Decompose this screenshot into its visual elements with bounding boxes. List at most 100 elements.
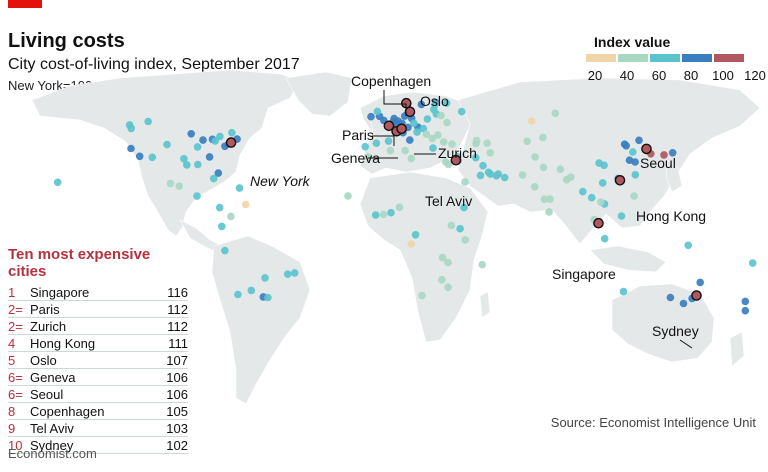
city-dot-115 xyxy=(630,192,638,200)
city-dot-copenhagen xyxy=(404,106,416,118)
city-dot-107 xyxy=(556,165,565,173)
city-dot-145 xyxy=(444,283,452,292)
city-dot-43 xyxy=(373,107,382,116)
city-dot-23 xyxy=(175,182,183,190)
label-new-york: New York xyxy=(250,173,311,189)
city-dot-82 xyxy=(527,117,536,125)
rank-number: 6= xyxy=(8,370,23,385)
city-dot-5 xyxy=(148,153,157,162)
city-dot-150 xyxy=(386,146,395,155)
city-dot-122 xyxy=(625,156,634,164)
rank-value: 116 xyxy=(167,285,188,300)
rank-city: Paris xyxy=(30,302,60,317)
accent-bar xyxy=(8,0,42,8)
city-dot-139 xyxy=(371,211,380,219)
city-dot-paris xyxy=(383,120,395,132)
city-dot-144 xyxy=(438,275,446,284)
city-dot-101 xyxy=(530,183,539,191)
rank-city: Sydney xyxy=(30,438,74,453)
city-dot-126 xyxy=(629,148,637,156)
city-dot-hong-kong xyxy=(614,174,626,186)
leader-paris xyxy=(372,135,395,146)
rank-value: 112 xyxy=(167,302,188,317)
rank-number: 8 xyxy=(8,404,16,419)
ranking-table: Ten most expensive cities 1 Singapore 116 2… xyxy=(8,246,188,454)
city-dot-new-york xyxy=(225,137,237,148)
city-dot-136 xyxy=(387,208,395,217)
legend-label-100: 100 xyxy=(712,68,734,83)
city-dot-74 xyxy=(442,99,451,107)
label-singapore: Singapore xyxy=(552,266,616,282)
city-dot-102 xyxy=(540,195,549,204)
leader-copenhagen xyxy=(383,90,407,116)
city-dot-148 xyxy=(478,260,487,269)
ranking-row: 2= Paris 112 xyxy=(8,301,188,318)
city-dot-46 xyxy=(361,142,370,151)
chart-title: Living costs xyxy=(8,30,125,52)
legend-swatch-4 xyxy=(714,54,744,62)
city-dot-22 xyxy=(144,117,152,126)
city-dot-34 xyxy=(290,269,299,277)
city-dot-31 xyxy=(218,222,226,231)
city-dot-29 xyxy=(227,212,235,221)
city-dot-58 xyxy=(419,124,428,133)
city-dot-131 xyxy=(668,149,677,157)
ranking-row: 4 Hong Kong 111 xyxy=(8,335,188,352)
city-dot-4 xyxy=(53,178,62,187)
city-dot-94 xyxy=(484,168,493,177)
legend-swatch-3 xyxy=(682,54,712,62)
city-dot-133 xyxy=(461,236,470,244)
city-dot-1 xyxy=(125,121,134,129)
city-dot-36 xyxy=(234,290,242,299)
legend-label-120: 120 xyxy=(744,68,766,83)
rank-number: 2= xyxy=(8,319,23,334)
city-dot-112 xyxy=(597,198,605,206)
label-copenhagen: Copenhagen xyxy=(351,73,431,89)
city-dot-seoul xyxy=(641,143,652,155)
label-paris: Paris xyxy=(342,127,374,143)
city-dot-26 xyxy=(209,174,218,183)
land-asia xyxy=(457,77,761,245)
rank-city: Zurich xyxy=(30,319,67,334)
city-dot-125 xyxy=(635,136,643,145)
ranking-row: 6= Seoul 106 xyxy=(8,386,188,403)
city-dot-160 xyxy=(748,259,757,267)
city-dot-71 xyxy=(437,111,445,120)
leader-sydney xyxy=(679,339,693,349)
city-dot-39 xyxy=(261,274,269,282)
city-dot-zurich xyxy=(396,123,407,135)
land-australia xyxy=(611,283,715,363)
city-dot-143 xyxy=(418,291,426,300)
rank-number: 5 xyxy=(8,353,16,368)
city-dot-33 xyxy=(283,270,292,279)
city-dot-37 xyxy=(264,293,272,302)
legend-swatches xyxy=(586,54,746,62)
city-dot-66 xyxy=(417,100,426,109)
land-japan xyxy=(665,159,683,193)
city-dot-90 xyxy=(461,178,469,186)
city-dot-19 xyxy=(214,169,223,177)
city-dot-59 xyxy=(434,131,442,139)
city-dot-38 xyxy=(247,286,256,295)
city-dot-153 xyxy=(679,299,688,308)
label-geneva: Geneva xyxy=(331,150,380,166)
city-dot-25 xyxy=(193,192,201,200)
city-dot-21 xyxy=(193,143,202,151)
city-dot-130 xyxy=(660,151,668,159)
rank-value: 112 xyxy=(167,319,188,334)
city-dot-146 xyxy=(444,258,452,267)
city-dot-142 xyxy=(411,231,420,239)
city-dot-156 xyxy=(666,293,675,302)
rank-value: 106 xyxy=(166,370,188,385)
city-dot-83 xyxy=(551,109,560,118)
city-dot-152 xyxy=(407,154,416,163)
city-dot-97 xyxy=(472,153,480,162)
city-dot-80 xyxy=(523,137,531,146)
city-dot-105 xyxy=(545,208,553,216)
rank-value: 107 xyxy=(166,353,188,368)
city-dot-134 xyxy=(447,221,456,230)
city-dot-141 xyxy=(407,240,416,248)
rank-city: Oslo xyxy=(30,353,57,368)
city-dot-57 xyxy=(423,115,432,123)
